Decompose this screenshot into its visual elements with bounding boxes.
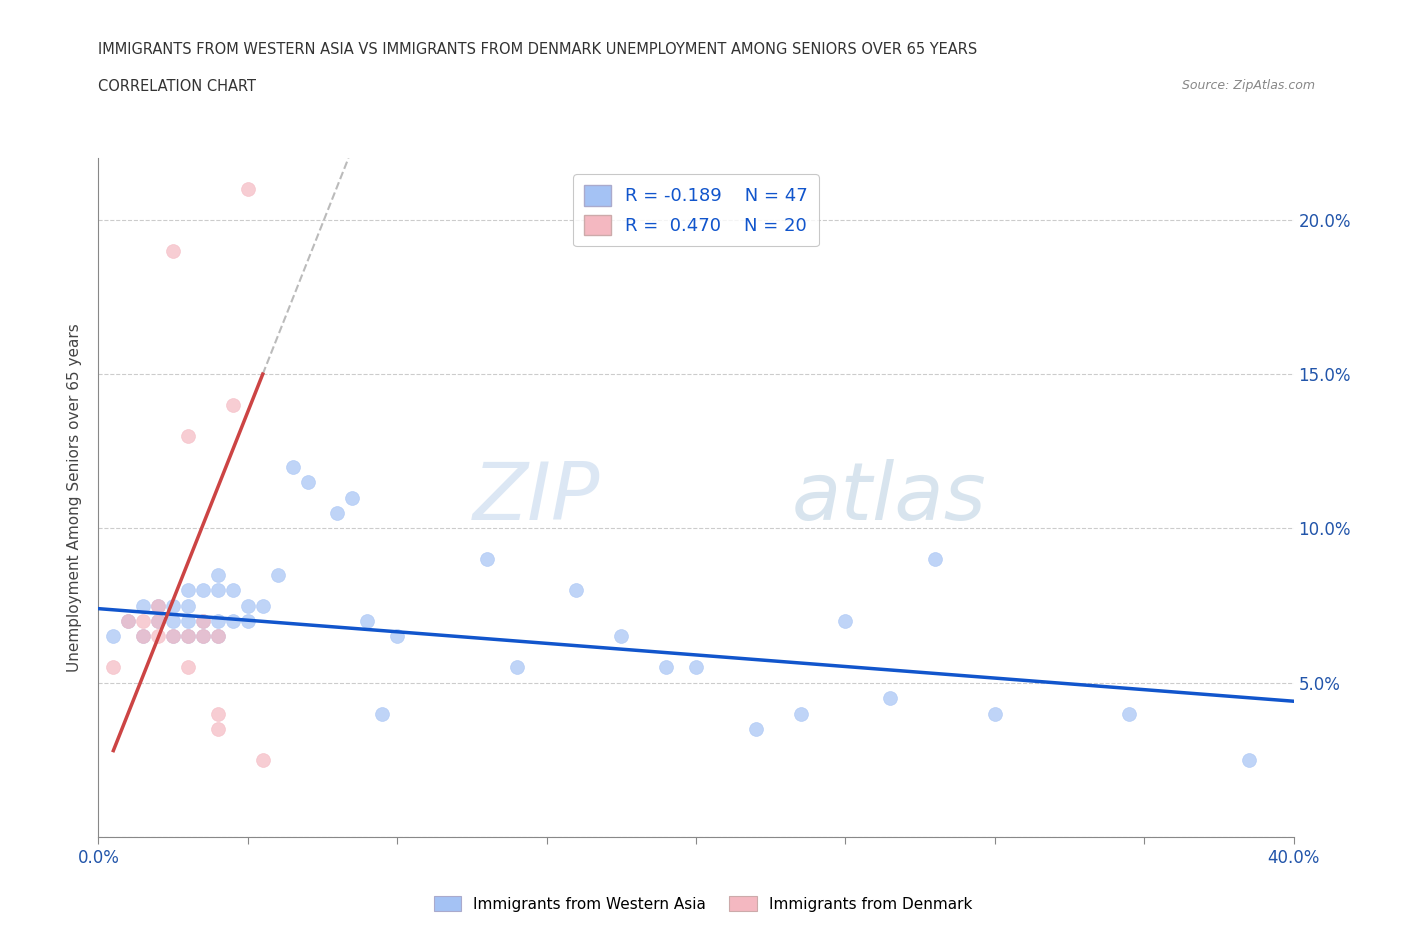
Text: Source: ZipAtlas.com: Source: ZipAtlas.com — [1181, 79, 1315, 92]
Text: atlas: atlas — [792, 458, 987, 537]
Point — [177, 660, 200, 675]
Point — [191, 614, 214, 629]
Point — [984, 706, 1007, 721]
Point — [342, 490, 364, 505]
Point — [685, 660, 707, 675]
Point — [117, 614, 139, 629]
Point — [297, 474, 319, 489]
Point — [191, 629, 214, 644]
Text: ZIP: ZIP — [472, 458, 600, 537]
Point — [132, 614, 155, 629]
Point — [834, 614, 856, 629]
Point — [103, 629, 125, 644]
Point — [252, 598, 274, 613]
Point — [326, 506, 349, 521]
Point — [207, 629, 229, 644]
Point — [117, 614, 139, 629]
Legend: Immigrants from Western Asia, Immigrants from Denmark: Immigrants from Western Asia, Immigrants… — [427, 889, 979, 918]
Point — [177, 629, 200, 644]
Point — [162, 614, 184, 629]
Text: IMMIGRANTS FROM WESTERN ASIA VS IMMIGRANTS FROM DENMARK UNEMPLOYMENT AMONG SENIO: IMMIGRANTS FROM WESTERN ASIA VS IMMIGRAN… — [98, 42, 977, 57]
Point — [207, 614, 229, 629]
Point — [177, 429, 200, 444]
Text: CORRELATION CHART: CORRELATION CHART — [98, 79, 256, 94]
Point — [191, 583, 214, 598]
Point — [207, 722, 229, 737]
Point — [177, 614, 200, 629]
Point — [162, 598, 184, 613]
Point — [132, 598, 155, 613]
Point — [148, 598, 170, 613]
Point — [745, 722, 768, 737]
Point — [371, 706, 394, 721]
Point — [132, 629, 155, 644]
Point — [655, 660, 678, 675]
Point — [222, 614, 245, 629]
Point — [132, 629, 155, 644]
Point — [281, 459, 304, 474]
Point — [356, 614, 378, 629]
Point — [236, 614, 259, 629]
Point — [385, 629, 409, 644]
Point — [236, 181, 259, 196]
Point — [924, 551, 946, 566]
Point — [177, 598, 200, 613]
Point — [191, 614, 214, 629]
Point — [148, 614, 170, 629]
Point — [565, 583, 588, 598]
Point — [162, 244, 184, 259]
Legend: R = -0.189    N = 47, R =  0.470    N = 20: R = -0.189 N = 47, R = 0.470 N = 20 — [574, 174, 818, 246]
Point — [177, 629, 200, 644]
Point — [1118, 706, 1140, 721]
Point — [148, 614, 170, 629]
Point — [207, 706, 229, 721]
Point — [267, 567, 290, 582]
Point — [1237, 752, 1260, 767]
Y-axis label: Unemployment Among Seniors over 65 years: Unemployment Among Seniors over 65 years — [67, 324, 83, 671]
Point — [103, 660, 125, 675]
Point — [222, 397, 245, 412]
Point — [610, 629, 633, 644]
Point — [162, 629, 184, 644]
Point — [148, 598, 170, 613]
Point — [162, 629, 184, 644]
Point — [252, 752, 274, 767]
Point — [236, 598, 259, 613]
Point — [177, 583, 200, 598]
Point — [506, 660, 529, 675]
Point — [879, 691, 901, 706]
Point — [222, 583, 245, 598]
Point — [148, 629, 170, 644]
Point — [207, 583, 229, 598]
Point — [191, 629, 214, 644]
Point — [207, 629, 229, 644]
Point — [475, 551, 498, 566]
Point — [207, 567, 229, 582]
Point — [789, 706, 811, 721]
